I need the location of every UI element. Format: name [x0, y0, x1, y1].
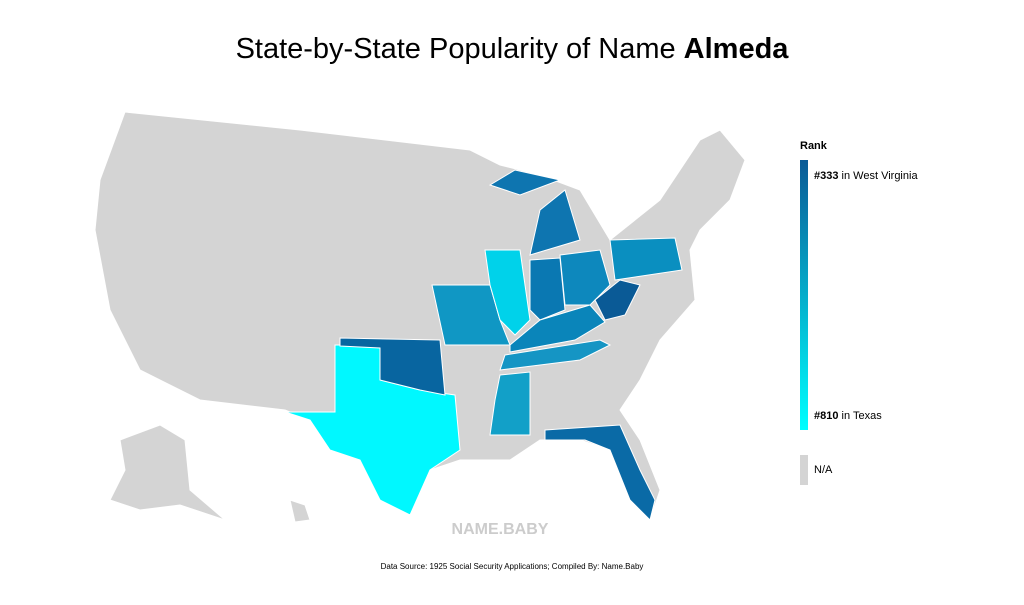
michigan-lower: [529, 189, 581, 256]
mississippi: [489, 371, 531, 436]
pennsylvania: [609, 237, 683, 281]
ohio: [559, 249, 611, 306]
tennessee: [499, 339, 612, 371]
title: State-by-State Popularity of Name Almeda: [236, 33, 790, 65]
hawaii: [289, 499, 311, 523]
legend-title: Rank: [800, 140, 828, 152]
title-name: Almeda: [684, 33, 790, 65]
indiana: [529, 257, 566, 321]
kentucky: [509, 304, 606, 353]
legend-na-swatch: [800, 455, 808, 485]
footer: Data Source: 1925 Social Security Applic…: [381, 562, 644, 571]
legend-gradient: [800, 160, 808, 430]
legend-bottom: #810 in Texas: [814, 410, 882, 422]
oklahoma: [339, 337, 446, 396]
legend-top-place: in West Virginia: [838, 170, 918, 182]
legend-na: N/A: [814, 464, 833, 476]
legend-bottom-place: in Texas: [838, 410, 882, 422]
michigan-upper: [488, 169, 562, 196]
title-text: State-by-State Popularity of Name: [236, 33, 684, 65]
watermark: NAME.BABY: [452, 521, 549, 538]
legend-top-rank: #333: [814, 170, 838, 182]
legend-bottom-rank: #810: [814, 410, 838, 422]
alaska: [109, 424, 226, 521]
legend-top: #333 in West Virginia: [814, 170, 918, 182]
florida: [544, 424, 656, 521]
missouri: [431, 284, 511, 346]
illinois: [484, 249, 531, 336]
us-map: [94, 111, 746, 523]
west-virginia: [594, 279, 641, 321]
